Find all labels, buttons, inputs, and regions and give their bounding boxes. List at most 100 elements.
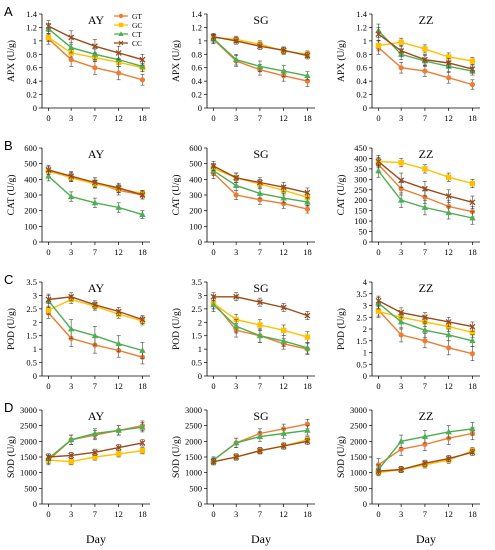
point-GT bbox=[304, 206, 311, 212]
point-CC bbox=[233, 174, 240, 181]
y-tick-label: 0.4 bbox=[26, 76, 37, 86]
x-tick-label: 7 bbox=[93, 509, 97, 519]
point-GT bbox=[281, 201, 287, 207]
x-tick-label: 12 bbox=[114, 247, 123, 257]
point-CT bbox=[91, 50, 99, 57]
panel-letter: A bbox=[4, 4, 13, 19]
x-tick-label: 3 bbox=[69, 509, 73, 519]
point-CT bbox=[232, 182, 240, 188]
y-tick-label: 2500 bbox=[20, 421, 37, 431]
y-tick-label: 0 bbox=[33, 371, 37, 381]
x-tick-label: 0 bbox=[376, 113, 380, 123]
legend-label-GT: GT bbox=[132, 12, 142, 21]
y-tick-label: 150 bbox=[354, 206, 367, 216]
point-GC bbox=[115, 451, 122, 457]
point-CC bbox=[91, 43, 98, 50]
point-CC bbox=[398, 177, 405, 184]
x-tick-label: 18 bbox=[138, 381, 147, 391]
y-tick-label: 4 bbox=[363, 277, 368, 287]
x-tick-label: 7 bbox=[258, 113, 262, 123]
y-tick-label: 2 bbox=[33, 317, 37, 327]
point-CC bbox=[139, 316, 146, 323]
point-GT bbox=[446, 75, 452, 81]
panel-A-ZZ: 0 0.2 0.4 0.6 0.8 1 1.2 1.4 0 3 7 12 18 ZZ APX (U/g) bbox=[336, 9, 480, 123]
point-CC bbox=[445, 318, 452, 325]
point-GC bbox=[445, 174, 452, 180]
panel-title: AY bbox=[88, 13, 105, 27]
point-CT bbox=[280, 337, 287, 344]
point-GC bbox=[92, 454, 98, 460]
point-CT bbox=[397, 318, 405, 325]
x-tick-label: 18 bbox=[468, 381, 477, 391]
panel-A-SG: 0 0.2 0.4 0.6 0.8 1 1.2 1.4 0 3 7 12 18 SG APX (U/g) bbox=[171, 9, 315, 123]
y-tick-label: 500 bbox=[189, 483, 202, 493]
point-CC bbox=[398, 47, 405, 54]
y-tick-label: 0.8 bbox=[191, 49, 202, 59]
point-CT bbox=[115, 340, 122, 347]
y-tick-label: 250 bbox=[354, 185, 367, 195]
point-CC bbox=[210, 293, 217, 300]
x-tick-label: 3 bbox=[234, 381, 238, 391]
x-tick-label: 3 bbox=[399, 113, 403, 123]
y-tick-label: 0 bbox=[363, 103, 367, 113]
point-CT bbox=[139, 62, 146, 69]
point-CC bbox=[115, 49, 122, 56]
point-CC bbox=[115, 308, 122, 315]
y-tick-label: 1.2 bbox=[26, 22, 37, 32]
y-tick-label: 300 bbox=[189, 190, 202, 200]
y-tick-label: 500 bbox=[24, 483, 37, 493]
point-CC bbox=[280, 47, 287, 54]
point-CC bbox=[445, 455, 452, 462]
point-CC bbox=[304, 312, 311, 319]
y-tick-label: 1500 bbox=[350, 452, 367, 462]
y-axis-label: APX (U/g) bbox=[336, 40, 347, 82]
x-tick-label: 0 bbox=[46, 247, 50, 257]
panel-letter: B bbox=[4, 138, 13, 153]
y-tick-label: 1.5 bbox=[191, 331, 202, 341]
y-tick-label: 500 bbox=[354, 483, 367, 493]
point-CT bbox=[280, 430, 287, 436]
point-CC bbox=[115, 184, 122, 191]
panel-title: SG bbox=[253, 281, 269, 295]
y-tick-label: 0.2 bbox=[356, 90, 367, 100]
y-tick-label: 0.8 bbox=[26, 49, 37, 59]
y-tick-label: 3000 bbox=[20, 405, 37, 415]
y-axis-label: POD (U/g) bbox=[171, 308, 182, 350]
y-tick-label: 400 bbox=[189, 174, 202, 184]
y-tick-label: 3 bbox=[198, 290, 202, 300]
x-tick-label: 12 bbox=[279, 381, 288, 391]
x-tick-label: 0 bbox=[376, 247, 380, 257]
y-tick-label: 1000 bbox=[350, 468, 367, 478]
legend-label-CC: CC bbox=[132, 39, 142, 48]
panel-C-AY: 0 0.5 1 1.5 2 2.5 3 3.5 0 3 7 12 18 AY POD (U/g) bbox=[6, 277, 150, 391]
point-CT bbox=[115, 204, 122, 210]
point-CT bbox=[256, 62, 264, 69]
point-CC bbox=[256, 43, 263, 50]
point-CC bbox=[210, 163, 217, 169]
point-CC bbox=[233, 37, 240, 44]
point-CT bbox=[67, 325, 75, 332]
point-CC bbox=[256, 447, 263, 454]
x-tick-label: 7 bbox=[423, 509, 427, 519]
point-CT bbox=[91, 199, 99, 206]
y-tick-label: 0.8 bbox=[356, 49, 367, 59]
y-tick-label: 3 bbox=[33, 290, 37, 300]
point-CT bbox=[397, 196, 405, 203]
point-CT bbox=[469, 337, 476, 344]
point-CC bbox=[210, 458, 217, 465]
x-tick-label: 0 bbox=[211, 113, 215, 123]
y-tick-label: 2000 bbox=[185, 436, 202, 446]
point-CT bbox=[469, 214, 476, 221]
point-GC bbox=[375, 42, 382, 49]
point-CC bbox=[45, 166, 52, 173]
y-tick-label: 1 bbox=[33, 36, 37, 46]
series-line-GT bbox=[213, 423, 308, 461]
legend-label-CT: CT bbox=[132, 30, 142, 39]
point-CC bbox=[68, 452, 75, 459]
y-tick-label: 0 bbox=[363, 499, 367, 509]
point-CC bbox=[469, 66, 476, 73]
y-tick-label: 1500 bbox=[20, 452, 37, 462]
y-tick-label: 0.6 bbox=[26, 63, 37, 73]
legend-marker-CC bbox=[118, 40, 124, 46]
point-CC bbox=[280, 184, 287, 191]
